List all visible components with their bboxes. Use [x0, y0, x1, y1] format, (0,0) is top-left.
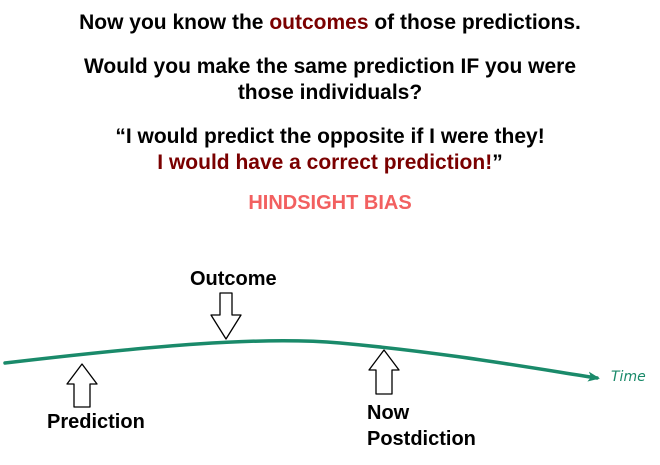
now-up-arrow-icon	[368, 349, 400, 395]
timeline-curve	[3, 338, 600, 382]
time-axis-label: Time	[611, 369, 646, 385]
prediction-up-arrow-icon	[66, 363, 98, 408]
now-label: Now	[367, 402, 410, 424]
headline-post: of those predictions.	[368, 11, 581, 34]
postdiction-label: Postdiction	[367, 428, 476, 450]
headline-pre: Now you know the	[79, 11, 270, 34]
prediction-label: Prediction	[47, 411, 145, 433]
question-line-1: Would you make the same prediction IF yo…	[83, 55, 577, 78]
question-line-2: those individuals?	[237, 81, 423, 104]
headline-accent-outcomes: outcomes	[269, 11, 369, 34]
outcome-down-arrow-icon	[210, 292, 242, 340]
headline-outcomes: Now you know the outcomes of those predi…	[0, 10, 660, 36]
outcome-label: Outcome	[190, 268, 277, 290]
hindsight-bias-label: HINDSIGHT BIAS	[248, 192, 412, 214]
quote-line-1: “I would predict the opposite if I were …	[115, 125, 545, 148]
quote-accent: I would have a correct prediction!	[157, 151, 493, 174]
quote-line-2: I would have a correct prediction!”	[0, 150, 660, 176]
quote-close-mark: ”	[492, 151, 503, 174]
